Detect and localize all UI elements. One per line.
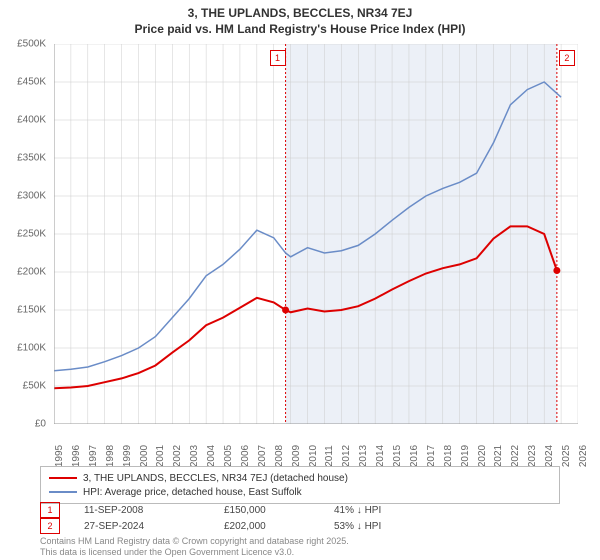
legend-row: HPI: Average price, detached house, East… <box>49 485 551 499</box>
x-tick-label: 2021 <box>493 445 504 467</box>
x-tick-label: 1997 <box>88 445 99 467</box>
footer-line-1: Contains HM Land Registry data © Crown c… <box>40 536 349 547</box>
marker-box-1: 1 <box>270 50 286 66</box>
footer-line-2: This data is licensed under the Open Gov… <box>40 547 349 558</box>
marker-box-2: 2 <box>559 50 575 66</box>
x-tick-label: 1995 <box>54 445 65 467</box>
sale-marker-num: 1 <box>40 502 60 518</box>
x-tick-label: 2006 <box>240 445 251 467</box>
y-tick-label: £500K <box>17 39 46 50</box>
y-tick-label: £350K <box>17 153 46 164</box>
x-tick-label: 2008 <box>274 445 285 467</box>
sale-comparison: 41% ↓ HPI <box>334 505 444 516</box>
footer-attribution: Contains HM Land Registry data © Crown c… <box>40 536 349 558</box>
x-tick-label: 2010 <box>308 445 319 467</box>
x-tick-label: 1996 <box>71 445 82 467</box>
x-tick-label: 2002 <box>172 445 183 467</box>
y-tick-label: £50K <box>23 381 46 392</box>
sale-price: £150,000 <box>224 505 334 516</box>
y-axis-labels: £0£50K£100K£150K£200K£250K£300K£350K£400… <box>0 44 50 424</box>
y-tick-label: £300K <box>17 191 46 202</box>
chart-title: 3, THE UPLANDS, BECCLES, NR34 7EJ Price … <box>0 0 600 37</box>
x-tick-label: 2007 <box>257 445 268 467</box>
plot-area: 1 2 <box>54 44 578 424</box>
x-tick-label: 2009 <box>291 445 302 467</box>
x-tick-label: 2019 <box>460 445 471 467</box>
x-tick-label: 1998 <box>105 445 116 467</box>
x-tick-label: 2013 <box>358 445 369 467</box>
legend-swatch-2 <box>49 491 77 493</box>
sale-date: 27-SEP-2024 <box>84 521 224 532</box>
x-tick-label: 2025 <box>561 445 572 467</box>
plot-svg <box>54 44 578 424</box>
x-tick-label: 1999 <box>122 445 133 467</box>
y-tick-label: £450K <box>17 77 46 88</box>
y-tick-label: £200K <box>17 267 46 278</box>
y-tick-label: £400K <box>17 115 46 126</box>
y-tick-label: £0 <box>35 419 46 430</box>
x-tick-label: 2015 <box>392 445 403 467</box>
sale-price: £202,000 <box>224 521 334 532</box>
x-tick-label: 2026 <box>578 445 589 467</box>
x-tick-label: 2005 <box>223 445 234 467</box>
legend-swatch-1 <box>49 477 77 479</box>
x-tick-label: 2004 <box>206 445 217 467</box>
sale-marker-num: 2 <box>40 518 60 534</box>
x-tick-label: 2014 <box>375 445 386 467</box>
x-tick-label: 2024 <box>544 445 555 467</box>
legend-label-1: 3, THE UPLANDS, BECCLES, NR34 7EJ (detac… <box>83 473 348 484</box>
x-tick-label: 2022 <box>510 445 521 467</box>
table-row: 1 11-SEP-2008 £150,000 41% ↓ HPI <box>40 502 560 518</box>
x-tick-label: 2020 <box>477 445 488 467</box>
x-axis-labels: 1995 1996 1997 1998 1999 2000 2001 2002 2003 2004… <box>54 426 578 466</box>
x-tick-label: 2023 <box>527 445 538 467</box>
x-tick-label: 2011 <box>324 445 335 467</box>
table-row: 2 27-SEP-2024 £202,000 53% ↓ HPI <box>40 518 560 534</box>
legend-row: 3, THE UPLANDS, BECCLES, NR34 7EJ (detac… <box>49 471 551 485</box>
y-tick-label: £250K <box>17 229 46 240</box>
chart-container: 3, THE UPLANDS, BECCLES, NR34 7EJ Price … <box>0 0 600 560</box>
x-tick-label: 2012 <box>341 445 352 467</box>
sale-comparison: 53% ↓ HPI <box>334 521 444 532</box>
title-line-1: 3, THE UPLANDS, BECCLES, NR34 7EJ <box>0 6 600 22</box>
x-tick-label: 2018 <box>443 445 454 467</box>
legend: 3, THE UPLANDS, BECCLES, NR34 7EJ (detac… <box>40 466 560 504</box>
x-tick-label: 2001 <box>155 445 166 467</box>
x-tick-label: 2016 <box>409 445 420 467</box>
sales-table: 1 11-SEP-2008 £150,000 41% ↓ HPI 2 27-SE… <box>40 502 560 534</box>
x-tick-label: 2000 <box>139 445 150 467</box>
y-tick-label: £150K <box>17 305 46 316</box>
sale-date: 11-SEP-2008 <box>84 505 224 516</box>
y-tick-label: £100K <box>17 343 46 354</box>
x-tick-label: 2003 <box>189 445 200 467</box>
legend-label-2: HPI: Average price, detached house, East… <box>83 487 302 498</box>
title-line-2: Price paid vs. HM Land Registry's House … <box>0 22 600 38</box>
x-tick-label: 2017 <box>426 445 437 467</box>
